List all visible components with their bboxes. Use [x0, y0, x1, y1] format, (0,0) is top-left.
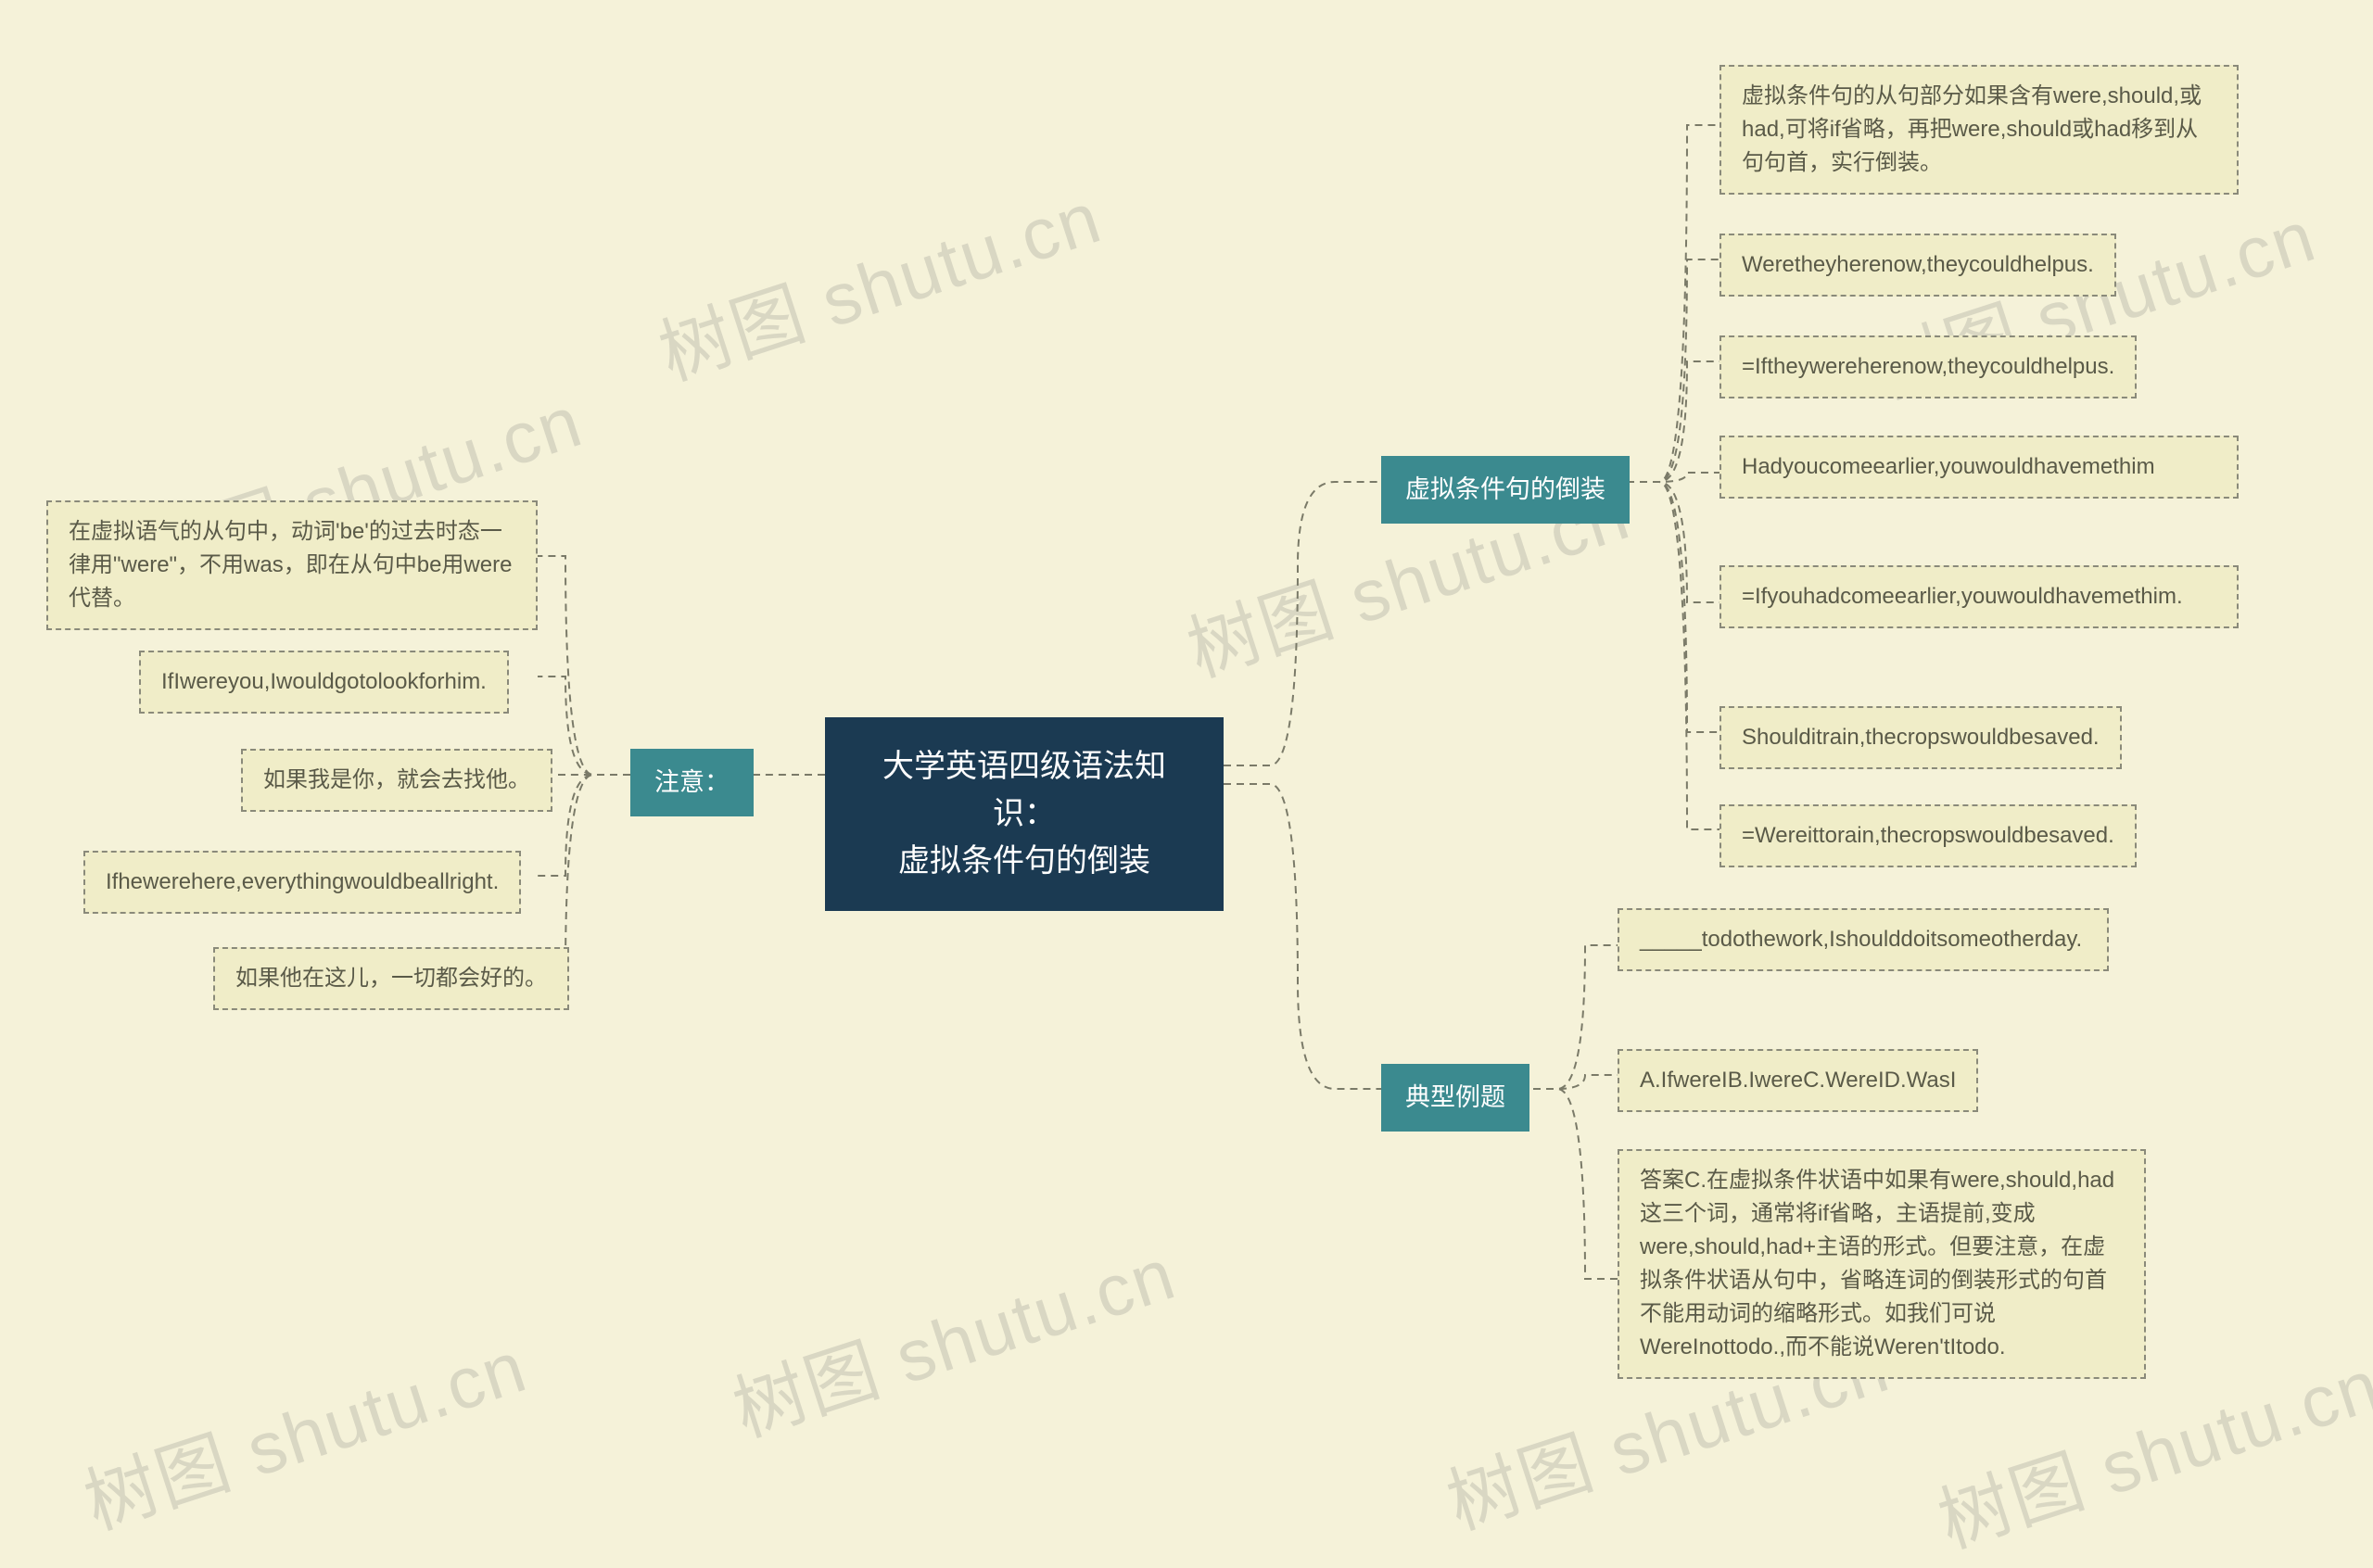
watermark: 树图 shutu.cn	[718, 1217, 1186, 1457]
root-node: 大学英语四级语法知识： 虚拟条件句的倒装	[825, 717, 1224, 911]
root-line1: 大学英语四级语法知识：	[862, 743, 1186, 838]
leaf-l5: 如果他在这儿，一切都会好的。	[213, 947, 569, 1010]
root-line2: 虚拟条件句的倒装	[862, 838, 1186, 885]
leaf-r4: Hadyoucomeearlier,youwouldhavemethim	[1719, 436, 2239, 499]
leaf-r7: =Wereittorain,thecropswouldbesaved.	[1719, 804, 2137, 867]
branch-examples: 典型例题	[1381, 1064, 1529, 1132]
leaf-q1: _____todothework,Ishoulddoitsomeotherday…	[1618, 908, 2109, 971]
leaf-r2: Weretheyherenow,theycouldhelpus.	[1719, 234, 2116, 297]
branch-inversion: 虚拟条件句的倒装	[1381, 456, 1630, 524]
branch-notice: 注意：	[630, 749, 754, 816]
leaf-l3: 如果我是你，就会去找他。	[241, 749, 552, 812]
leaf-r3: =Iftheywereherenow,theycouldhelpus.	[1719, 335, 2137, 398]
leaf-r1: 虚拟条件句的从句部分如果含有were,should,或had,可将if省略，再把…	[1719, 65, 2239, 195]
watermark: 树图 shutu.cn	[644, 160, 1112, 400]
leaf-r6: Shoulditrain,thecropswouldbesaved.	[1719, 706, 2122, 769]
leaf-l1: 在虚拟语气的从句中，动词'be'的过去时态一律用"were"，不用was，即在从…	[46, 500, 538, 630]
leaf-q3: 答案C.在虚拟条件状语中如果有were,should,had这三个词，通常将if…	[1618, 1149, 2146, 1379]
watermark: 树图 shutu.cn	[70, 1309, 538, 1549]
leaf-l2: IfIwereyou,Iwouldgotolookforhim.	[139, 651, 509, 714]
leaf-q2: A.IfwereIB.IwereC.WereID.WasI	[1618, 1049, 1978, 1112]
leaf-l4: Ifhewerehere,everythingwouldbeallright.	[83, 851, 521, 914]
leaf-r5: =Ifyouhadcomeearlier,youwouldhavemethim.	[1719, 565, 2239, 628]
